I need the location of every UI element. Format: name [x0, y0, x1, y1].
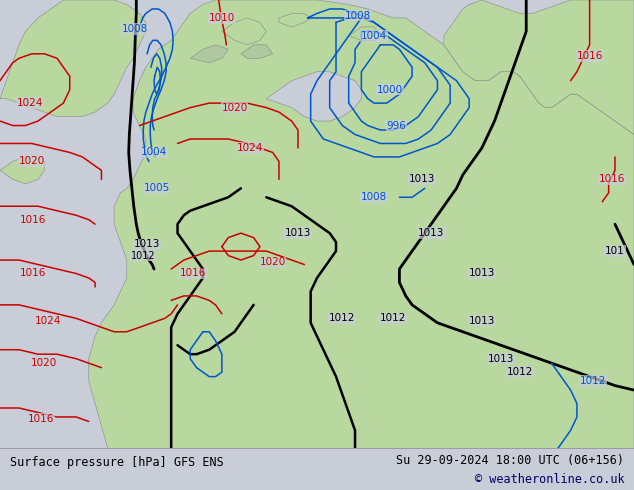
Text: 1020: 1020 [221, 102, 248, 113]
Text: 1012: 1012 [329, 313, 356, 323]
Text: 1013: 1013 [285, 228, 311, 238]
Polygon shape [89, 0, 634, 448]
Polygon shape [190, 45, 228, 63]
Text: 1012: 1012 [380, 313, 406, 323]
Text: 1005: 1005 [143, 183, 170, 194]
Text: 1012: 1012 [507, 367, 533, 377]
Polygon shape [241, 45, 273, 58]
Text: 1024: 1024 [237, 143, 264, 153]
Polygon shape [444, 0, 634, 135]
Text: 1004: 1004 [141, 147, 167, 157]
Text: 1012: 1012 [131, 250, 155, 261]
Text: 1013: 1013 [469, 269, 495, 278]
Text: 1008: 1008 [361, 192, 387, 202]
Text: 1020: 1020 [31, 358, 58, 368]
Text: 1000: 1000 [377, 85, 403, 95]
Text: 1024: 1024 [34, 316, 61, 325]
Polygon shape [279, 13, 311, 27]
Text: © weatheronline.co.uk: © weatheronline.co.uk [475, 473, 624, 486]
Text: 1012: 1012 [579, 376, 606, 386]
Polygon shape [0, 157, 44, 184]
Text: 1016: 1016 [28, 414, 55, 424]
Text: 1016: 1016 [180, 269, 207, 278]
Text: Surface pressure [hPa] GFS ENS: Surface pressure [hPa] GFS ENS [10, 456, 223, 469]
Text: 1024: 1024 [16, 98, 43, 108]
Polygon shape [0, 0, 146, 117]
Text: Su 29-09-2024 18:00 UTC (06+156): Su 29-09-2024 18:00 UTC (06+156) [396, 454, 624, 466]
Text: 1008: 1008 [345, 11, 372, 21]
Text: 1008: 1008 [122, 24, 148, 34]
Text: 1013: 1013 [134, 239, 160, 249]
Text: 1013: 1013 [469, 316, 495, 325]
Text: 1013: 1013 [488, 354, 514, 364]
Text: 1013: 1013 [418, 228, 444, 238]
Text: 1016: 1016 [20, 215, 46, 225]
Polygon shape [266, 72, 361, 121]
Polygon shape [222, 18, 266, 45]
Text: 1020: 1020 [18, 156, 45, 167]
Text: 1020: 1020 [259, 257, 286, 267]
Polygon shape [349, 27, 380, 40]
Text: 1013: 1013 [408, 174, 435, 184]
Text: 1016: 1016 [20, 269, 46, 278]
Text: 1010: 1010 [209, 13, 235, 23]
Text: 1004: 1004 [361, 31, 387, 41]
Text: 1016: 1016 [576, 51, 603, 61]
Text: 1016: 1016 [598, 174, 625, 184]
Text: 101: 101 [605, 246, 625, 256]
Text: 996: 996 [386, 121, 406, 130]
